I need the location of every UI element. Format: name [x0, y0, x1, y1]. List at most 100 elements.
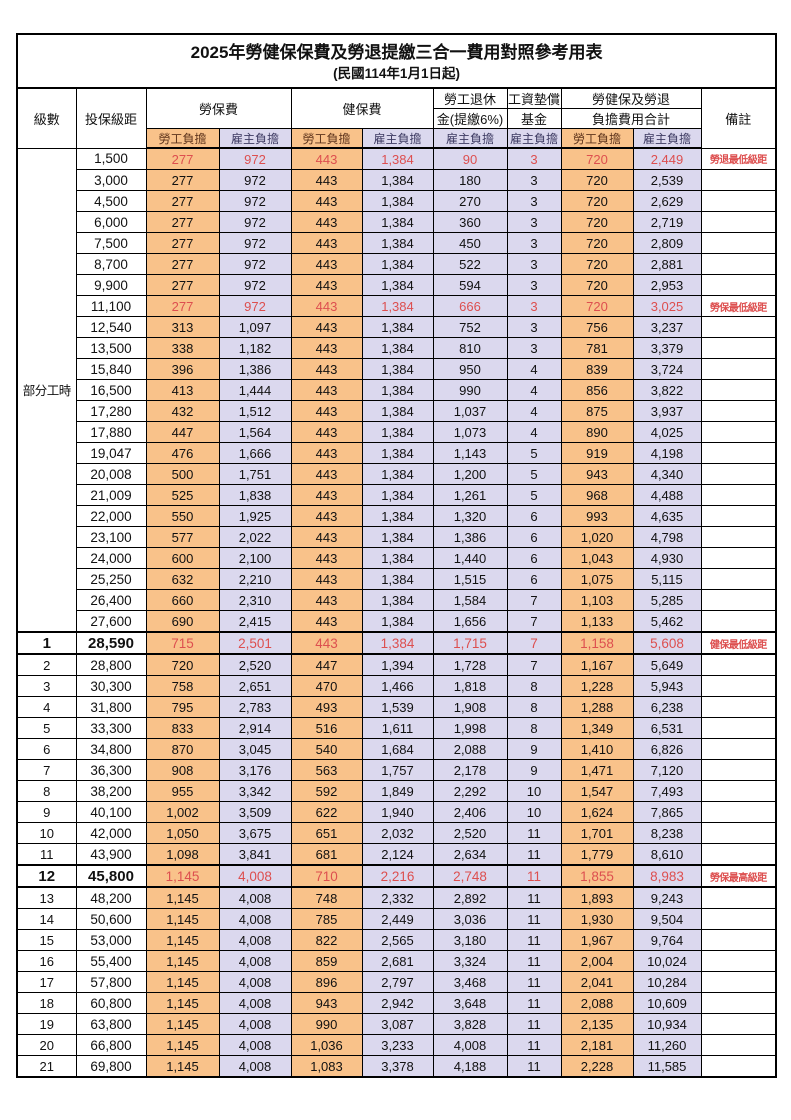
cell-bracket: 22,000	[75, 505, 147, 527]
cell-wage-fund-employer: 11	[506, 1055, 562, 1078]
cell-note	[700, 316, 777, 338]
cell-labor-employee: 1,002	[145, 801, 220, 823]
cell-labor-employer: 4,008	[218, 950, 292, 972]
table-row: 6,000 277 972 443 1,384 360 3 720 2,719	[17, 211, 777, 233]
cell-labor-employee: 908	[145, 759, 220, 781]
cell-health-employer: 1,384	[361, 337, 434, 359]
cell-total-employer: 10,934	[632, 1013, 702, 1035]
cell-note	[700, 971, 777, 993]
col-header-level: 級數	[16, 87, 77, 149]
premium-reference-table: 2025年勞健保保費及勞退提繳三合一費用對照參考用表 (民國114年1月1日起)…	[16, 33, 778, 1078]
table-row: 部分工時 1,500 277 972 443 1,384 90 3 720 2,449 勞退最低級距	[16, 147, 777, 633]
cell-labor-employer: 2,914	[218, 717, 292, 739]
cell-note: 勞退最低級距	[700, 147, 777, 170]
cell-health-employer: 1,384	[361, 442, 434, 464]
cell-note	[700, 274, 777, 296]
cell-level: 2	[16, 653, 77, 676]
cell-health-employee: 443	[290, 358, 363, 380]
cell-total-employer: 2,953	[632, 274, 702, 296]
col-header-total-line1: 勞健保及勞退	[560, 87, 702, 109]
cell-wage-fund-employer: 6	[506, 568, 562, 590]
cell-pension-employer: 1,037	[432, 400, 508, 422]
cell-labor-employer: 972	[218, 253, 292, 275]
cell-pension-employer: 90	[432, 147, 508, 170]
cell-total-employer: 9,243	[632, 886, 702, 909]
cell-labor-employee: 690	[145, 610, 220, 633]
cell-labor-employer: 972	[218, 295, 292, 317]
cell-pension-employer: 270	[432, 190, 508, 212]
cell-wage-fund-employer: 8	[506, 717, 562, 739]
cell-health-employer: 3,233	[361, 1034, 434, 1056]
cell-note	[700, 950, 777, 972]
cell-labor-employer: 972	[218, 211, 292, 233]
table-row: 14 50,600 1,145 4,008 785 2,449 3,036 11 1,930 9,…	[16, 908, 777, 930]
cell-health-employee: 443	[290, 337, 363, 359]
table-row: 17,280 432 1,512 443 1,384 1,037 4 875 3,937	[17, 400, 777, 422]
cell-wage-fund-employer: 9	[506, 738, 562, 760]
cell-note	[700, 211, 777, 233]
col-header-health-insurance: 健保費	[290, 87, 434, 129]
cell-labor-employee: 500	[145, 463, 220, 485]
cell-wage-fund-employer: 11	[506, 886, 562, 909]
cell-note	[700, 547, 777, 569]
cell-labor-employee: 720	[145, 653, 220, 676]
cell-total-employer: 5,608	[632, 631, 702, 655]
cell-labor-employee: 1,098	[145, 843, 220, 866]
cell-health-employee: 493	[290, 696, 363, 718]
cell-health-employee: 443	[290, 190, 363, 212]
cell-total-employee: 1,133	[560, 610, 634, 633]
cell-health-employee: 990	[290, 1013, 363, 1035]
cell-note	[700, 696, 777, 718]
cell-note	[700, 675, 777, 697]
cell-health-employee: 443	[290, 484, 363, 506]
cell-level: 21	[16, 1055, 77, 1078]
cell-total-employer: 3,237	[632, 316, 702, 338]
cell-note	[700, 1034, 777, 1056]
cell-total-employee: 993	[560, 505, 634, 527]
cell-health-employee: 1,083	[290, 1055, 363, 1078]
cell-labor-employee: 432	[145, 400, 220, 422]
cell-note	[700, 717, 777, 739]
cell-note	[700, 1013, 777, 1035]
cell-health-employee: 443	[290, 631, 363, 655]
cell-level: 5	[16, 717, 77, 739]
table-row: 13 48,200 1,145 4,008 748 2,332 2,892 11 1,893 9,…	[16, 886, 777, 909]
cell-pension-employer: 3,036	[432, 908, 508, 930]
cell-labor-employer: 972	[218, 190, 292, 212]
cell-wage-fund-employer: 7	[506, 610, 562, 633]
cell-wage-fund-employer: 3	[506, 253, 562, 275]
cell-bracket: 17,280	[75, 400, 147, 422]
cell-health-employee: 443	[290, 169, 363, 191]
cell-total-employer: 10,609	[632, 992, 702, 1014]
cell-note	[700, 421, 777, 443]
cell-total-employer: 4,930	[632, 547, 702, 569]
cell-bracket: 17,880	[75, 421, 147, 443]
cell-health-employer: 1,684	[361, 738, 434, 760]
cell-pension-employer: 522	[432, 253, 508, 275]
cell-bracket: 57,800	[75, 971, 147, 993]
cell-total-employer: 9,504	[632, 908, 702, 930]
cell-health-employee: 896	[290, 971, 363, 993]
cell-health-employee: 516	[290, 717, 363, 739]
cell-labor-employer: 972	[218, 147, 292, 170]
cell-bracket: 16,500	[75, 379, 147, 401]
cell-wage-fund-employer: 11	[506, 992, 562, 1014]
cell-pension-employer: 810	[432, 337, 508, 359]
col-header-wage-fund-line1: 工資墊償	[506, 87, 562, 109]
cell-health-employer: 1,384	[361, 610, 434, 633]
cell-health-employer: 1,384	[361, 400, 434, 422]
table-row: 13,500 338 1,182 443 1,384 810 3 781 3,379	[17, 337, 777, 359]
cell-bracket: 4,500	[75, 190, 147, 212]
cell-health-employer: 2,797	[361, 971, 434, 993]
cell-labor-employee: 1,145	[145, 1055, 220, 1078]
cell-total-employer: 9,764	[632, 929, 702, 951]
cell-labor-employee: 1,145	[145, 950, 220, 972]
table-row: 11 43,900 1,098 3,841 681 2,124 2,634 11 1,779 8,…	[16, 843, 777, 866]
cell-wage-fund-employer: 4	[506, 379, 562, 401]
cell-health-employee: 443	[290, 463, 363, 485]
cell-health-employer: 2,124	[361, 843, 434, 866]
cell-health-employer: 1,466	[361, 675, 434, 697]
cell-wage-fund-employer: 7	[506, 653, 562, 676]
cell-pension-employer: 1,143	[432, 442, 508, 464]
cell-wage-fund-employer: 4	[506, 358, 562, 380]
